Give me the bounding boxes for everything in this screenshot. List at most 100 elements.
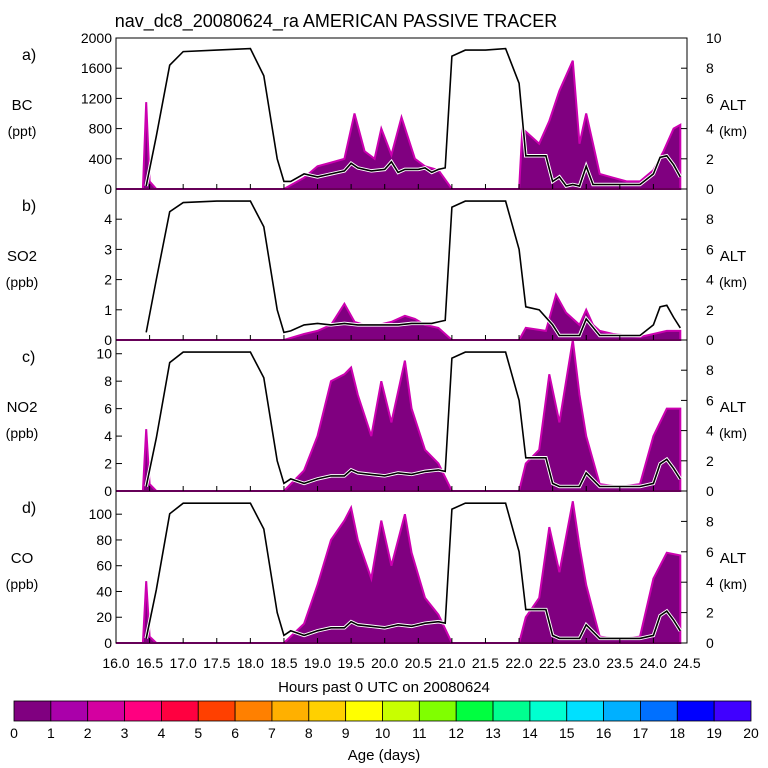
colorbar-tick-label: 8 xyxy=(305,725,313,741)
alt-tick-label: 8 xyxy=(706,513,714,529)
colorbar-tick-label: 16 xyxy=(596,725,612,741)
colorbar-tick-label: 0 xyxy=(10,725,18,741)
y-tick-label: 4 xyxy=(104,211,112,227)
panel-letter: c) xyxy=(22,349,35,366)
x-tick-label: 22.0 xyxy=(505,655,532,671)
x-tick-label: 19.0 xyxy=(304,655,331,671)
panel-no2: 0 2 4 6 8 10 0 2 4 6 8 c) NO2 (ppb) ALT (km) xyxy=(6,339,747,499)
x-tick-label: 17.5 xyxy=(203,655,230,671)
x-tick-label: 18.0 xyxy=(237,655,264,671)
x-axis-label: Hours past 0 UTC on 20080624 xyxy=(278,679,490,696)
alt-axis-label: ALT xyxy=(720,399,746,416)
colorbar-swatch xyxy=(455,700,494,722)
y-tick-label: 0 xyxy=(104,483,112,499)
alt-axis-unit: (km) xyxy=(719,123,747,139)
alt-tick-label: 2 xyxy=(706,302,714,318)
colorbar-tick-label: 2 xyxy=(84,725,92,741)
alt-tick-label: 10 xyxy=(706,30,722,46)
colorbar-swatch xyxy=(50,700,89,722)
species-label: CO xyxy=(11,550,34,567)
y-tick-label: 100 xyxy=(89,506,113,522)
figure-title: nav_dc8_20080624_ra AMERICAN PASSIVE TRA… xyxy=(115,11,558,32)
colorbar-swatch xyxy=(676,700,715,722)
panel-letter: d) xyxy=(22,500,36,517)
species-label: NO2 xyxy=(7,399,38,416)
alt-axis-label: ALT xyxy=(720,550,746,567)
panel-co: 0 20 40 60 80 100 0 2 4 6 8 d) CO (ppb) ALT (km) xyxy=(6,490,747,651)
colorbar-tick-label: 15 xyxy=(559,725,575,741)
colorbar: 0 1 2 3 4 5 6 7 8 9 10 11 12 13 14 15 16 17 18 19 20 xyxy=(10,700,759,741)
x-tick-label: 20.5 xyxy=(405,655,432,671)
y-tick-label: 3 xyxy=(104,241,112,257)
alt-tick-label: 4 xyxy=(706,121,714,137)
colorbar-swatch xyxy=(566,700,604,722)
colorbar-swatch xyxy=(234,700,273,722)
colorbar-tick-label: 5 xyxy=(194,725,202,741)
y-tick-label: 2000 xyxy=(81,30,112,46)
alt-tick-label: 8 xyxy=(706,60,714,76)
colorbar-tick-label: 20 xyxy=(743,725,759,741)
alt-tick-label: 4 xyxy=(706,423,714,439)
colorbar-tick-label: 13 xyxy=(485,725,501,741)
colorbar-tick-label: 1 xyxy=(47,725,55,741)
colorbar-tick-label: 6 xyxy=(231,725,239,741)
x-tick-label: 24.5 xyxy=(673,655,700,671)
alt-axis-label: ALT xyxy=(720,248,746,265)
colorbar-tick-label: 10 xyxy=(375,725,391,741)
colorbar-swatch xyxy=(492,700,531,722)
colorbar-swatch xyxy=(197,700,236,722)
colorbar-swatch xyxy=(640,700,678,722)
altitude-line xyxy=(145,502,681,640)
unit-label: (ppb) xyxy=(6,576,39,592)
x-tick-label: 21.5 xyxy=(472,655,499,671)
colorbar-tick-label: 17 xyxy=(633,725,649,741)
colorbar-tick-label: 4 xyxy=(158,725,166,741)
unit-label: (ppb) xyxy=(6,274,39,290)
colorbar-tick-label: 19 xyxy=(706,725,722,741)
y-tick-label: 60 xyxy=(96,558,112,574)
altitude-line xyxy=(145,351,681,488)
colorbar-swatch xyxy=(713,700,752,722)
panel-so2: 0 1 2 3 4 0 2 4 6 8 b) SO2 (ppb) ALT (km) xyxy=(6,188,747,348)
panel-letter: b) xyxy=(22,198,36,215)
alt-tick-label: 2 xyxy=(706,453,714,469)
x-tick-label: 24.0 xyxy=(640,655,667,671)
y-tick-label: 10 xyxy=(96,346,112,362)
panels: 04008001200160020000246810a)BC(ppt)ALT(k… xyxy=(6,30,747,651)
alt-tick-label: 4 xyxy=(706,574,714,590)
y-tick-label: 1 xyxy=(104,302,112,318)
x-tick-label: 21.0 xyxy=(438,655,465,671)
y-tick-label: 0 xyxy=(104,181,112,197)
altitude-line xyxy=(145,47,681,187)
y-tick-label: 0 xyxy=(104,332,112,348)
x-tick-label: 23.5 xyxy=(606,655,633,671)
panel-frame xyxy=(115,490,688,644)
alt-axis-label: ALT xyxy=(720,97,746,114)
alt-tick-label: 8 xyxy=(706,211,714,227)
x-tick-label: 18.5 xyxy=(270,655,297,671)
y-tick-label: 4 xyxy=(104,428,112,444)
species-label: BC xyxy=(12,97,33,114)
alt-axis-unit: (km) xyxy=(719,274,747,290)
x-axis-ticks: 16.0 16.5 17.0 17.5 18.0 18.5 19.0 19.5 20.0 20.5… xyxy=(102,655,700,671)
y-tick-label: 2 xyxy=(104,272,112,288)
alt-axis-unit: (km) xyxy=(719,425,747,441)
alt-tick-label: 2 xyxy=(706,605,714,621)
x-tick-label: 23.0 xyxy=(573,655,600,671)
altitude-halo xyxy=(144,199,682,338)
colorbar-swatch xyxy=(308,700,347,722)
y-tick-label: 8 xyxy=(104,373,112,389)
colorbar-tick-label: 3 xyxy=(121,725,129,741)
y-tick-label: 1600 xyxy=(81,60,112,76)
colorbar-tick-label: 11 xyxy=(412,725,427,741)
colorbar-tick-label: 9 xyxy=(342,725,350,741)
colorbar-tick-label: 14 xyxy=(522,725,538,741)
alt-tick-label: 6 xyxy=(706,392,714,408)
colorbar-swatch xyxy=(529,700,568,722)
colorbar-swatch xyxy=(160,700,199,722)
colorbar-swatch xyxy=(418,700,457,722)
alt-tick-label: 0 xyxy=(706,483,714,499)
species-label: SO2 xyxy=(7,248,37,265)
x-tick-label: 22.5 xyxy=(539,655,566,671)
colorbar-swatch xyxy=(603,700,641,722)
